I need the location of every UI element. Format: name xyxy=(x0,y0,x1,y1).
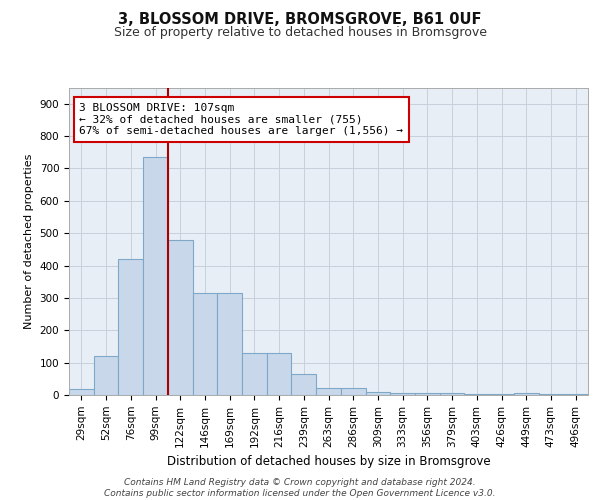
Bar xyxy=(118,259,143,395)
Bar xyxy=(440,394,464,395)
Bar xyxy=(464,394,489,395)
Bar xyxy=(316,388,341,395)
Bar xyxy=(415,394,440,395)
Bar xyxy=(143,157,168,395)
Bar xyxy=(193,293,217,395)
Text: Contains HM Land Registry data © Crown copyright and database right 2024.
Contai: Contains HM Land Registry data © Crown c… xyxy=(104,478,496,498)
Bar xyxy=(390,394,415,395)
Bar xyxy=(341,388,365,395)
Bar xyxy=(168,240,193,395)
Bar xyxy=(267,353,292,395)
Text: Size of property relative to detached houses in Bromsgrove: Size of property relative to detached ho… xyxy=(113,26,487,39)
Bar xyxy=(489,394,514,395)
Bar xyxy=(292,374,316,395)
Bar xyxy=(242,353,267,395)
Bar xyxy=(514,394,539,395)
Bar xyxy=(217,293,242,395)
Bar xyxy=(69,389,94,395)
Text: 3 BLOSSOM DRIVE: 107sqm
← 32% of detached houses are smaller (755)
67% of semi-d: 3 BLOSSOM DRIVE: 107sqm ← 32% of detache… xyxy=(79,103,403,136)
Y-axis label: Number of detached properties: Number of detached properties xyxy=(24,154,34,329)
Bar xyxy=(539,394,563,395)
Bar xyxy=(365,392,390,395)
X-axis label: Distribution of detached houses by size in Bromsgrove: Distribution of detached houses by size … xyxy=(167,455,490,468)
Bar xyxy=(563,394,588,395)
Bar xyxy=(94,356,118,395)
Text: 3, BLOSSOM DRIVE, BROMSGROVE, B61 0UF: 3, BLOSSOM DRIVE, BROMSGROVE, B61 0UF xyxy=(118,12,482,28)
